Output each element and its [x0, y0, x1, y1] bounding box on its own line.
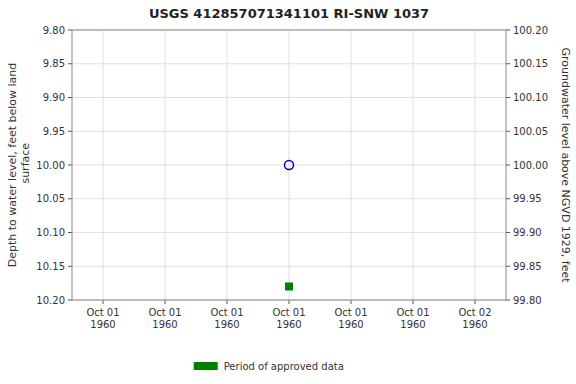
text-line: 1960 — [276, 319, 301, 330]
text-line: Oct 01 — [86, 307, 119, 318]
axis-label: Groundwater level above NGVD 1929, feet — [559, 47, 572, 283]
tick-mark — [68, 232, 72, 233]
tick-label: 100.20 — [513, 25, 548, 36]
tick-label: Oct 011960 — [334, 307, 367, 330]
text-line: Oct 01 — [148, 307, 181, 318]
point — [286, 283, 293, 290]
point — [285, 161, 294, 170]
tick-mark — [475, 300, 476, 304]
tick-mark — [68, 97, 72, 98]
tick-mark — [68, 30, 72, 31]
grid-line — [165, 30, 166, 300]
tick-mark — [506, 131, 510, 132]
tick-mark — [68, 198, 72, 199]
tick-mark — [351, 300, 352, 304]
tick-mark — [506, 97, 510, 98]
data-marks — [285, 161, 294, 291]
tick-mark — [506, 165, 510, 166]
tick-label: 10.15 — [36, 261, 65, 272]
text-line: Depth to water level, feet below land — [6, 63, 19, 268]
tick-label: Oct 011960 — [396, 307, 429, 330]
text-line: 1960 — [152, 319, 177, 330]
text-line: 1960 — [90, 319, 115, 330]
tick-label: 100.10 — [513, 92, 548, 103]
legend-swatch — [194, 362, 218, 370]
tick-label: 9.95 — [43, 126, 65, 137]
plot-area — [72, 30, 506, 300]
chart: 9.80 9.85 9.90 9.95 10.00 10.05 10.10 10.15 10.2… — [0, 0, 576, 384]
text-line: 1960 — [338, 319, 363, 330]
tick-label: Oct 011960 — [210, 307, 243, 330]
text-line: Oct 02 — [458, 307, 491, 318]
tick-mark — [413, 300, 414, 304]
tick-label: 9.80 — [43, 25, 65, 36]
tick-mark — [506, 198, 510, 199]
tick-label: 100.15 — [513, 58, 548, 69]
title: USGS 412857071341101 RI-SNW 1037 — [149, 6, 429, 21]
tick-label: 10.00 — [36, 160, 65, 171]
tick-label: 9.90 — [43, 92, 65, 103]
tick-mark — [506, 266, 510, 267]
text-line: Oct 01 — [396, 307, 429, 318]
axis-label: Depth to water level, feet below land su… — [6, 63, 32, 268]
tick-label: 100.05 — [513, 126, 548, 137]
tick-mark — [68, 300, 72, 301]
axes: 9.80 9.85 9.90 9.95 10.00 10.05 10.10 10.15 10.2… — [36, 25, 548, 331]
text-line: Oct 01 — [210, 307, 243, 318]
tick-label: Oct 021960 — [458, 307, 491, 330]
grid-line — [227, 30, 228, 300]
tick-label: Oct 011960 — [86, 307, 119, 330]
text-line: Oct 01 — [272, 307, 305, 318]
tick-label: 99.95 — [513, 193, 542, 204]
tick-label: 99.90 — [513, 227, 542, 238]
plot-frame — [72, 30, 506, 300]
text-line: 1960 — [214, 319, 239, 330]
tick-mark — [506, 232, 510, 233]
grid-line — [413, 30, 414, 300]
tick-label: 99.85 — [513, 261, 542, 272]
tick-mark — [506, 30, 510, 31]
text-line: 1960 — [400, 319, 425, 330]
tick-label: 10.05 — [36, 193, 65, 204]
grid — [72, 30, 506, 300]
text-line: surface — [19, 143, 32, 187]
tick-label: Oct 011960 — [272, 307, 305, 330]
text-line: Oct 01 — [334, 307, 367, 318]
legend: Period of approved data — [194, 361, 344, 372]
legend-label: Period of approved data — [224, 361, 344, 372]
tick-label: Oct 011960 — [148, 307, 181, 330]
grid-line — [351, 30, 352, 300]
tick-mark — [103, 300, 104, 304]
text-line: 1960 — [462, 319, 487, 330]
tick-mark — [68, 165, 72, 166]
tick-label: 99.80 — [513, 295, 542, 306]
tick-mark — [68, 131, 72, 132]
tick-mark — [289, 300, 290, 304]
text-line: Groundwater level above NGVD 1929, feet — [559, 47, 572, 283]
tick-mark — [68, 266, 72, 267]
tick-mark — [227, 300, 228, 304]
tick-label: 100.00 — [513, 160, 548, 171]
tick-mark — [68, 63, 72, 64]
grid-line — [475, 30, 476, 300]
grid-line — [103, 30, 104, 300]
tick-mark — [165, 300, 166, 304]
tick-label: 10.20 — [36, 295, 65, 306]
tick-mark — [506, 63, 510, 64]
tick-label: 9.85 — [43, 58, 65, 69]
tick-mark — [506, 300, 510, 301]
tick-label: 10.10 — [36, 227, 65, 238]
grid-line — [289, 30, 290, 300]
